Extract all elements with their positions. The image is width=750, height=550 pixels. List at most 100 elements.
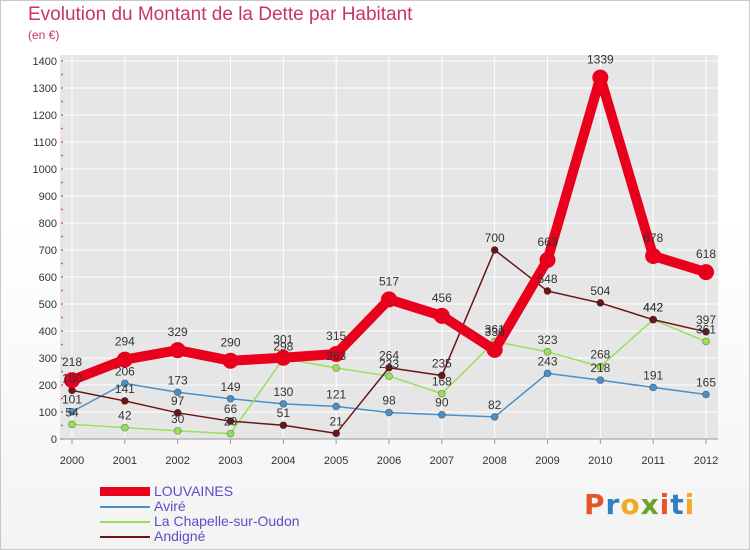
y-axis-tick-dot <box>61 276 63 278</box>
data-label: 168 <box>432 375 452 389</box>
data-label: 294 <box>115 335 135 349</box>
data-label: 21 <box>329 414 343 428</box>
data-label: 243 <box>537 354 557 368</box>
data-point-1 <box>120 379 129 388</box>
logo-letter: x <box>640 488 660 521</box>
data-label: 191 <box>643 368 663 382</box>
data-label: 264 <box>379 349 399 363</box>
data-point-1 <box>68 407 76 416</box>
data-point-0 <box>486 341 503 358</box>
data-point-3 <box>490 246 499 254</box>
data-label: 218 <box>590 361 610 375</box>
data-point-1 <box>596 376 605 385</box>
data-label: 361 <box>696 323 716 337</box>
legend-label: LOUVAINES <box>154 483 234 499</box>
data-point-0 <box>64 372 80 389</box>
y-axis-tick-dot <box>61 141 63 143</box>
data-label: 130 <box>273 385 293 399</box>
logo-letter: i <box>684 488 696 521</box>
y-axis-minor-dot <box>61 181 63 184</box>
x-tick-label: 2011 <box>641 455 665 467</box>
y-tick-label: 800 <box>39 218 57 230</box>
data-label: 315 <box>326 329 346 343</box>
legend-swatch <box>100 487 150 496</box>
x-tick-label: 2002 <box>165 455 189 467</box>
data-label: 206 <box>115 364 135 378</box>
data-point-3 <box>226 417 235 426</box>
data-point-2 <box>543 347 552 356</box>
data-label: 442 <box>643 301 663 315</box>
x-tick-label: 2000 <box>60 455 84 467</box>
data-point-0 <box>222 352 239 369</box>
series-layer <box>64 69 714 438</box>
y-axis-minor-dot <box>61 100 63 103</box>
data-point-2 <box>120 423 129 432</box>
y-axis-minor-dot <box>61 235 63 238</box>
y-axis-minor-dot <box>61 262 63 265</box>
y-tick-label: 300 <box>39 353 57 365</box>
data-label: 301 <box>273 333 293 347</box>
data-point-0 <box>275 349 292 366</box>
data-point-0 <box>645 247 662 264</box>
data-label: 51 <box>277 406 291 420</box>
x-tick-label: 2009 <box>535 455 559 467</box>
logo-letter: i <box>659 488 671 521</box>
y-tick-label: 900 <box>39 191 57 203</box>
y-axis-minor-dot <box>61 127 63 130</box>
y-tick-label: 1300 <box>33 83 57 95</box>
y-axis-minor-dot <box>61 289 63 292</box>
x-tick-label: 2004 <box>271 455 295 467</box>
y-axis-tick-dot <box>61 411 63 413</box>
data-label: 442 <box>643 301 663 315</box>
data-label: 330 <box>485 325 505 339</box>
data-point-0 <box>592 69 609 86</box>
legend-swatch <box>100 505 150 508</box>
data-point-1 <box>490 412 499 421</box>
data-point-3 <box>596 299 605 307</box>
y-axis-tick-dot <box>61 195 63 197</box>
x-tick-label: 2007 <box>430 455 454 467</box>
x-tick-label: 2010 <box>588 455 612 467</box>
data-label: 233 <box>379 357 399 371</box>
data-point-2 <box>68 420 76 429</box>
y-axis-tick-dot <box>61 249 63 251</box>
y-axis-tick-dot <box>61 87 63 89</box>
data-point-0 <box>169 342 186 359</box>
data-point-2 <box>702 337 710 346</box>
data-point-0 <box>328 345 345 362</box>
unit-label: (en €) <box>28 28 60 42</box>
data-label: 90 <box>435 396 449 410</box>
data-label: 456 <box>432 291 452 305</box>
y-tick-label: 1100 <box>33 137 57 149</box>
data-label: 290 <box>220 336 240 350</box>
data-point-3 <box>385 363 393 372</box>
data-point-3 <box>437 371 446 380</box>
data-label: 101 <box>62 393 82 407</box>
data-point-3 <box>649 315 658 324</box>
y-axis-minor-dot <box>61 154 63 157</box>
y-axis-tick-dot <box>61 222 63 224</box>
y-tick-label: 1000 <box>33 164 57 176</box>
axis-layer: 0 100 200 300 400 500 600 700 800 900 1000 1100 1200… <box>33 56 719 467</box>
y-tick-label: 400 <box>39 326 57 338</box>
legend-label: Andigné <box>154 528 206 544</box>
y-axis-minor-dot <box>61 316 63 319</box>
logo-letter: t <box>670 488 685 521</box>
data-label: 678 <box>643 231 663 245</box>
data-label: 268 <box>590 348 610 362</box>
data-point-1 <box>279 399 288 408</box>
y-tick-label: 200 <box>39 380 57 392</box>
y-axis-minor-dot <box>61 73 63 76</box>
x-tick-label: 2005 <box>324 455 348 467</box>
y-axis-minor-dot <box>61 343 63 346</box>
y-axis-minor-dot <box>61 208 63 211</box>
logo-letter: o <box>620 488 641 521</box>
data-label: 141 <box>115 382 135 396</box>
y-axis-tick-dot <box>61 168 63 170</box>
proxiti-logo: Proxiti <box>584 488 695 521</box>
y-axis-minor-dot <box>61 397 63 400</box>
legend-label: La Chapelle-sur-Oudon <box>154 513 300 529</box>
data-label: 30 <box>171 412 185 426</box>
x-tick-label: 2008 <box>482 455 506 467</box>
